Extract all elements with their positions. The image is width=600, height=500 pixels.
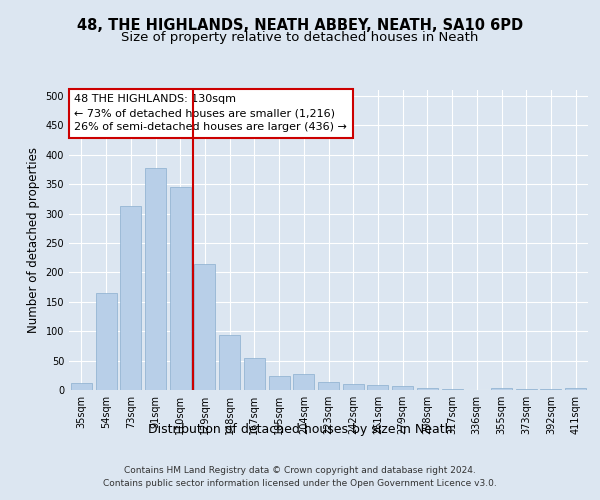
Bar	[194, 264, 215, 390]
Text: 48, THE HIGHLANDS, NEATH ABBEY, NEATH, SA10 6PD: 48, THE HIGHLANDS, NEATH ABBEY, NEATH, S…	[77, 18, 523, 32]
Bar	[491, 388, 512, 390]
Bar	[71, 383, 92, 390]
Bar	[417, 388, 438, 390]
Bar	[95, 293, 116, 390]
Bar	[244, 358, 265, 390]
Text: Size of property relative to detached houses in Neath: Size of property relative to detached ho…	[121, 32, 479, 44]
Bar	[367, 384, 388, 390]
Text: 48 THE HIGHLANDS: 130sqm
← 73% of detached houses are smaller (1,216)
26% of sem: 48 THE HIGHLANDS: 130sqm ← 73% of detach…	[74, 94, 347, 132]
Text: Contains public sector information licensed under the Open Government Licence v3: Contains public sector information licen…	[103, 479, 497, 488]
Bar	[293, 374, 314, 390]
Bar	[318, 382, 339, 390]
Bar	[170, 187, 191, 390]
Bar	[120, 206, 141, 390]
Bar	[219, 336, 240, 390]
Y-axis label: Number of detached properties: Number of detached properties	[27, 147, 40, 333]
Text: Distribution of detached houses by size in Neath: Distribution of detached houses by size …	[148, 422, 452, 436]
Bar	[442, 389, 463, 390]
Bar	[565, 388, 586, 390]
Bar	[145, 168, 166, 390]
Bar	[343, 384, 364, 390]
Bar	[392, 386, 413, 390]
Bar	[269, 376, 290, 390]
Text: Contains HM Land Registry data © Crown copyright and database right 2024.: Contains HM Land Registry data © Crown c…	[124, 466, 476, 475]
